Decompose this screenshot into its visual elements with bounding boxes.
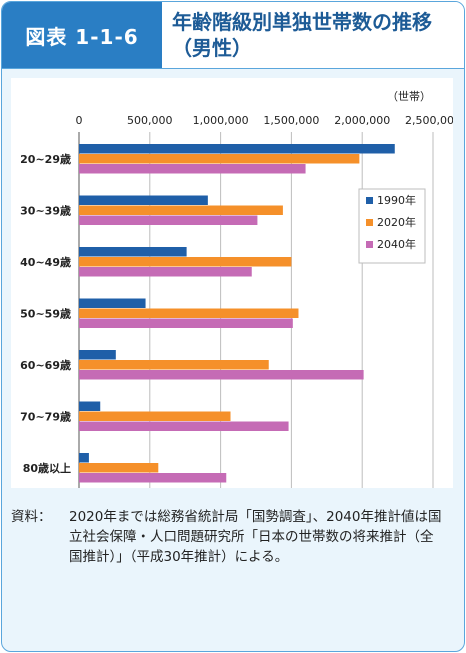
figure-header: 図表 1-1-6 年齢階級別単独世帯数の推移 （男性） (2, 2, 464, 69)
bar-1990年-60~69歳 (79, 350, 116, 360)
bar-1990年-20~29歳 (79, 144, 395, 154)
bar-2020年-20~29歳 (79, 154, 360, 164)
bar-2020年-50~59歳 (79, 308, 299, 318)
bar-2020年-40~49歳 (79, 257, 292, 267)
legend-label: 2040年 (377, 237, 416, 251)
legend-swatch (366, 197, 373, 204)
title-line-1: 年齢階級別単独世帯数の推移 (172, 10, 432, 34)
bar-2040年-40~49歳 (79, 267, 252, 277)
legend-box (358, 188, 426, 264)
title-line-2: （男性） (172, 36, 252, 60)
x-tick-label: 2,000,000 (334, 114, 390, 127)
figure-number-badge: 図表 1-1-6 (2, 2, 162, 68)
bar-2040年-50~59歳 (79, 318, 293, 328)
bar-2040年-20~29歳 (79, 164, 306, 174)
bar-2040年-70~79歳 (79, 421, 289, 431)
bar-2020年-30~39歳 (79, 205, 283, 215)
bar-2020年-70~79歳 (79, 411, 231, 421)
source-note: 資料： 2020年までは総務省統計局「国勢調査」、2040年推計値は国立社会保障・… (11, 507, 451, 567)
category-label: 60~69歳 (20, 358, 71, 372)
x-tick-label: 1,000,000 (193, 114, 249, 127)
legend-label: 2020年 (377, 215, 416, 229)
category-label: 70~79歳 (20, 410, 71, 424)
bar-2020年-80歳以上 (79, 463, 159, 473)
bar-1990年-80歳以上 (79, 453, 89, 463)
x-tick-label: 2,500,000 (405, 114, 453, 127)
category-label: 50~59歳 (20, 307, 71, 321)
bar-1990年-50~59歳 (79, 298, 146, 308)
x-tick-labels: 0 500,000 1,000,000 1,500,000 2,000,000 2,500… (76, 114, 454, 127)
x-tick-label: 0 (76, 114, 83, 127)
bar-chart: （世帯） 0 500,000 1,000,000 1,500,000 2,000,000… (20, 90, 454, 488)
x-tick-label: 500,000 (127, 114, 173, 127)
bar-2020年-60~69歳 (79, 360, 269, 370)
chart-area: （世帯） 0 500,000 1,000,000 1,500,000 2,000,000… (11, 78, 453, 488)
unit-label: （世帯） (387, 90, 431, 103)
bar-1990年-30~39歳 (79, 195, 208, 205)
bar-1990年-40~49歳 (79, 247, 187, 257)
source-label: 資料： (11, 509, 52, 525)
category-label: 40~49歳 (20, 255, 71, 269)
legend: 1990年 2020年 2040年 (358, 188, 426, 264)
bar-2040年-30~39歳 (79, 215, 258, 225)
bars (79, 144, 395, 483)
legend-swatch (366, 241, 373, 248)
category-labels: 20~29歳 30~39歳 40~49歳 50~59歳 60~69歳 70~79歳 80歳以… (20, 152, 71, 475)
bar-2040年-60~69歳 (79, 370, 364, 380)
legend-label: 1990年 (377, 193, 416, 207)
bar-1990年-70~79歳 (79, 401, 101, 411)
source-text: 2020年までは総務省統計局「国勢調査」、2040年推計値は国立社会保障・人口問… (69, 509, 442, 565)
legend-swatch (366, 219, 373, 226)
category-label: 20~29歳 (20, 152, 71, 166)
x-tick-label: 1,500,000 (263, 114, 319, 127)
bar-2040年-80歳以上 (79, 473, 227, 483)
category-label: 30~39歳 (20, 204, 71, 218)
category-label: 80歳以上 (23, 461, 71, 475)
figure-title: 年齢階級別単独世帯数の推移 （男性） (172, 9, 462, 61)
